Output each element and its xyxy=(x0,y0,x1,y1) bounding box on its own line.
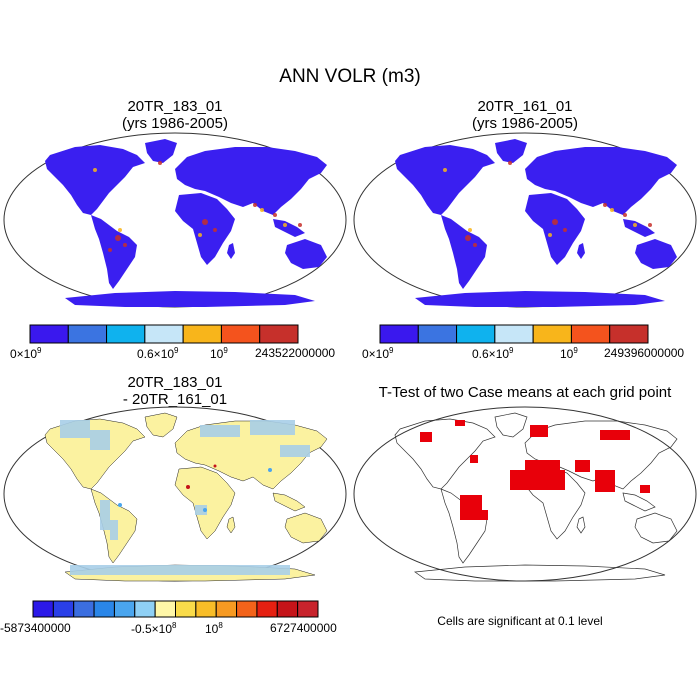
colorbar-panel2 xyxy=(379,324,649,344)
cb1-label-3: 243522000000 xyxy=(255,346,336,360)
colorbar-swatch xyxy=(93,600,115,618)
panel2-title: 20TR_161_01 (yrs 1986-2005) xyxy=(380,98,670,132)
panel1-title-line1: 20TR_183_01 xyxy=(127,98,223,115)
panel3-title-line2: - 20TR_161_01 xyxy=(122,391,228,408)
colorbar-swatch xyxy=(195,600,217,618)
colorbar-swatch xyxy=(32,600,54,618)
colorbar-swatch xyxy=(182,324,222,344)
panel2-title-line1: 20TR_161_01 xyxy=(477,98,573,115)
colorbar-swatch xyxy=(259,324,299,344)
panel4-title-line1: T-Test of two Case means at each grid po… xyxy=(378,384,672,401)
colorbar-swatch xyxy=(570,324,611,344)
colorbar-swatch xyxy=(175,600,197,618)
panel2-title-line2: (yrs 1986-2005) xyxy=(472,115,578,132)
panel3-title-line1: 20TR_183_01 xyxy=(127,374,223,391)
cb1-label-2: 109 xyxy=(210,346,228,361)
cb1-label-0: 0×109 xyxy=(10,346,42,361)
colorbar-swatch xyxy=(73,600,95,618)
colorbar-swatch xyxy=(609,324,649,344)
cb2-label-1: 0.6×109 xyxy=(472,346,514,361)
colorbar-swatch xyxy=(256,600,278,618)
colorbar-swatch xyxy=(417,324,458,344)
colorbar-swatch xyxy=(29,324,69,344)
colorbar-swatch xyxy=(532,324,572,344)
colorbar-swatch xyxy=(67,324,108,344)
colorbar-swatch xyxy=(52,600,75,618)
colorbar-swatch xyxy=(220,324,261,344)
cb2-label-2: 109 xyxy=(560,346,578,361)
panel4-title: T-Test of two Case means at each grid po… xyxy=(345,384,700,401)
colorbar-swatch xyxy=(276,600,299,618)
colorbar-swatch xyxy=(154,600,177,618)
panel1-title-line2: (yrs 1986-2005) xyxy=(122,115,228,132)
colorbar-swatch xyxy=(494,324,534,344)
panel3-title: 20TR_183_01 - 20TR_161_01 xyxy=(30,374,320,408)
colorbar-swatch xyxy=(215,600,238,618)
map-panel1 xyxy=(3,132,347,308)
figure-title: ANN VOLR (m3) xyxy=(279,66,421,87)
colorbar-swatch xyxy=(297,600,319,618)
cb3-label-1: -0.5×108 xyxy=(131,621,177,636)
colorbar-swatch xyxy=(113,600,136,618)
cb1-label-1: 0.6×109 xyxy=(137,346,179,361)
colorbar-swatch xyxy=(456,324,496,344)
colorbar-swatch xyxy=(236,600,258,618)
map-panel4 xyxy=(353,406,697,582)
cb3-label-3: 6727400000 xyxy=(270,621,337,635)
panel4-footnote: Cells are significant at 0.1 level xyxy=(437,614,603,628)
cb3-label-0: -5873400000 xyxy=(0,621,71,635)
map-panel3 xyxy=(3,406,347,582)
cb2-label-0: 0×109 xyxy=(362,346,394,361)
colorbar-swatch xyxy=(106,324,146,344)
colorbar-swatch xyxy=(134,600,156,618)
panel1-title: 20TR_183_01 (yrs 1986-2005) xyxy=(30,98,320,132)
cb3-label-2: 108 xyxy=(205,621,223,636)
colorbar-panel3 xyxy=(32,600,319,618)
colorbar-swatch xyxy=(144,324,184,344)
colorbar-swatch xyxy=(379,324,419,344)
colorbar-panel1 xyxy=(29,324,299,344)
cb2-label-3: 249396000000 xyxy=(604,346,685,360)
map-panel2 xyxy=(353,132,697,308)
